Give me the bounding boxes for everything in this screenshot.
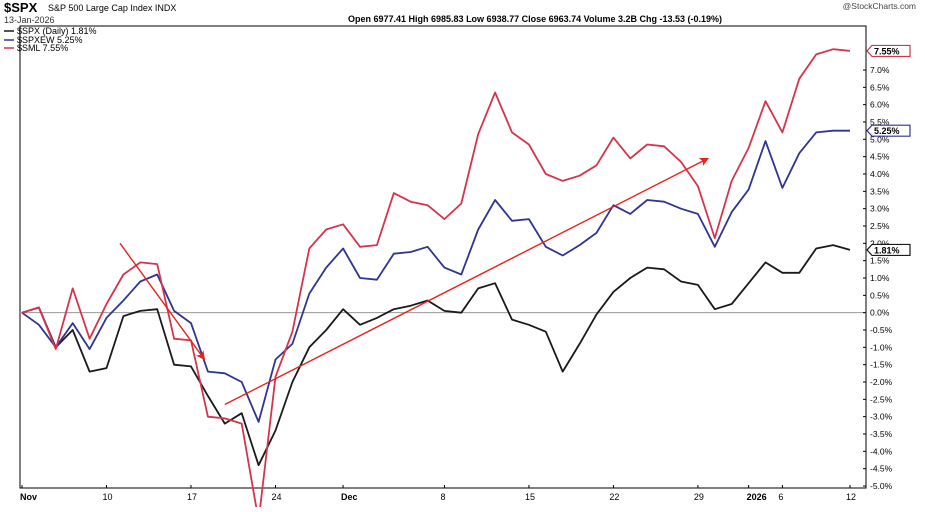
badge-outline xyxy=(866,243,911,257)
y-tick-label: 3.5% xyxy=(870,186,890,196)
trend-arrow-2 xyxy=(224,157,709,406)
x-tick-label: 2026 xyxy=(747,492,767,502)
y-tick-label: -3.5% xyxy=(870,429,893,439)
header-date: 13-Jan-2026 xyxy=(4,15,55,25)
y-tick-label: 5.0% xyxy=(870,134,890,144)
y-tick-label: 6.5% xyxy=(870,82,890,92)
y-tick-label: -1.0% xyxy=(870,342,893,352)
y-tick-label: 4.0% xyxy=(870,169,890,179)
x-tick-label: 22 xyxy=(609,492,619,502)
x-tick-label: 8 xyxy=(440,492,445,502)
x-tick-label: 6 xyxy=(778,492,783,502)
x-tick-label: Nov xyxy=(20,492,37,502)
y-tick-label: 1.5% xyxy=(870,256,890,266)
x-tick-label: 15 xyxy=(525,492,535,502)
stockcharts-watermark: @StockCharts.com xyxy=(843,1,916,11)
series-layer xyxy=(21,48,851,512)
y-tick-label: -2.5% xyxy=(870,394,893,404)
last-value-badge: 5.25% xyxy=(866,124,911,137)
last-value-badges: 7.55% 5.25% 1.81% xyxy=(866,44,911,257)
y-tick-label: 3.0% xyxy=(870,204,890,214)
y-tick-label: -2.0% xyxy=(870,377,893,387)
series-line-spx xyxy=(21,244,851,467)
badge-outline xyxy=(866,124,911,137)
y-tick-label: -4.0% xyxy=(870,446,893,456)
header-symbol: $SPX xyxy=(4,0,38,15)
last-value-badge: 1.81% xyxy=(866,243,911,257)
legend-label-spx: $SPX (Daily) 1.81% xyxy=(17,26,97,36)
y-tick-label: 6.0% xyxy=(870,100,890,110)
y-tick-label: 5.5% xyxy=(870,117,890,127)
y-tick-label: 2.5% xyxy=(870,221,890,231)
badge-label: 7.55% xyxy=(874,46,900,56)
legend-label-sml: $SML 7.55% xyxy=(17,43,68,53)
y-tick-label: 7.0% xyxy=(870,65,890,75)
y-tick-label: -0.5% xyxy=(870,325,893,335)
y-tick-label: 0.5% xyxy=(870,290,890,300)
x-tick-label: 12 xyxy=(846,492,856,502)
y-tick-label: 2.0% xyxy=(870,238,890,248)
y-tick-label: -1.5% xyxy=(870,360,893,370)
y-tick-label: 0.0% xyxy=(870,308,890,318)
y-tick-label: -4.5% xyxy=(870,464,893,474)
y-tick-label: -5.0% xyxy=(870,481,893,491)
y-tick-label: -3.0% xyxy=(870,412,893,422)
chart-legend: $SPX (Daily) 1.81% $SPXEW 5.25% $SML 7.5… xyxy=(4,26,97,53)
badge-outline xyxy=(866,44,911,58)
badge-label: 5.25% xyxy=(874,126,900,136)
series-line-spxew xyxy=(21,129,850,423)
header-index-name: S&P 500 Large Cap Index INDX xyxy=(48,3,176,13)
header-ohlc-stats: Open 6977.41 High 6985.83 Low 6938.77 Cl… xyxy=(348,14,722,24)
trend-arrow-1 xyxy=(119,242,206,361)
legend-label-spxew: $SPXEW 5.25% xyxy=(17,35,83,45)
x-tick-label: 17 xyxy=(187,492,197,502)
y-tick-label: 1.0% xyxy=(870,273,890,283)
plot-area-frame xyxy=(19,25,867,489)
x-tick-label: Dec xyxy=(341,492,358,502)
y-axis: 7.0% 6.5% 6.0% 5.5% 5.0% 4.5% 4.0% 3.5% 3.0% 2.5%… xyxy=(863,65,893,491)
x-tick-label: 24 xyxy=(271,492,281,502)
series-line-sml xyxy=(21,48,851,512)
x-axis: Nov 10 17 24 Dec 8 15 22 29 2026 6 12 xyxy=(20,485,856,502)
y-tick-label: 4.5% xyxy=(870,152,890,162)
badge-label: 1.81% xyxy=(874,245,900,255)
last-value-badge: 7.55% xyxy=(866,44,911,58)
annotation-layer xyxy=(119,157,709,406)
x-tick-label: 29 xyxy=(694,492,704,502)
x-tick-label: 10 xyxy=(102,492,112,502)
